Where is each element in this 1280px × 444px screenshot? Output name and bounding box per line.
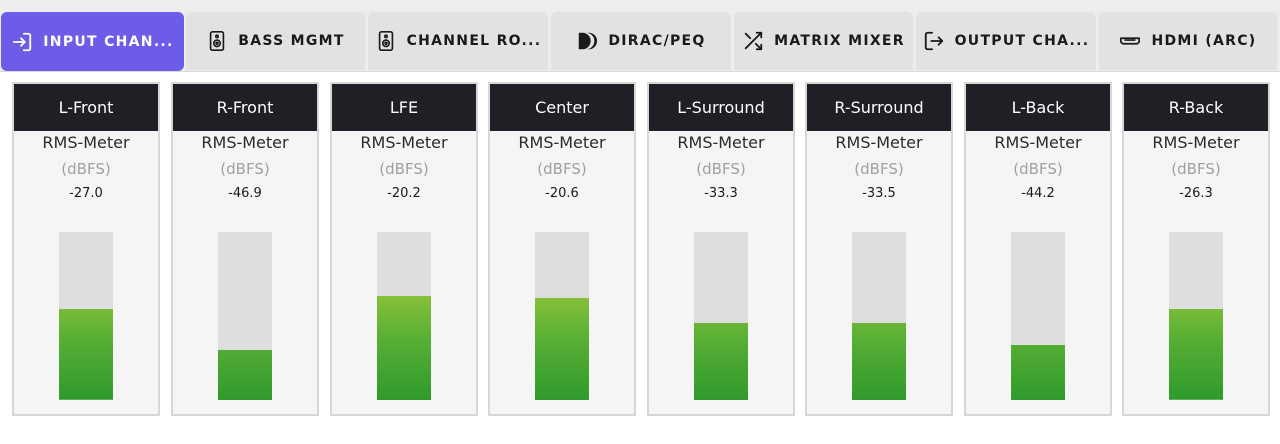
tab-label: OUTPUT CHA...	[954, 33, 1090, 49]
tab-label: HDMI (ARC)	[1151, 33, 1257, 49]
level-bar-fill	[1011, 344, 1065, 400]
speaker-icon	[206, 30, 228, 52]
channel-meter-r-back: R-Back RMS-Meter (dBFS) -26.3	[1122, 82, 1270, 416]
level-bar	[377, 232, 431, 400]
meter-title: RMS-Meter	[994, 133, 1082, 152]
meter-title: RMS-Meter	[518, 133, 606, 152]
meter-value: -20.6	[545, 186, 579, 201]
level-bar-fill	[59, 309, 113, 400]
channel-name: L-Back	[966, 84, 1110, 131]
level-bar-fill	[852, 322, 906, 400]
channel-name: Center	[490, 84, 634, 131]
tab-hdmi-arc[interactable]: HDMI (ARC)	[1099, 12, 1277, 70]
channel-meter-lfe: LFE RMS-Meter (dBFS) -20.2	[330, 82, 478, 416]
tab-dirac-peq[interactable]: DIRAC/PEQ	[551, 12, 731, 70]
speaker-icon	[375, 30, 397, 52]
level-bar	[535, 232, 589, 400]
tab-label: CHANNEL RO...	[406, 33, 542, 49]
meter-unit: (dBFS)	[537, 160, 587, 178]
level-bar	[59, 232, 113, 400]
meter-value: -46.9	[228, 186, 262, 201]
output-icon	[923, 30, 945, 52]
level-bar-fill	[694, 322, 748, 400]
tab-input-channels[interactable]: INPUT CHAN...	[1, 12, 184, 71]
meter-unit: (dBFS)	[61, 160, 111, 178]
channel-meter-r-front: R-Front RMS-Meter (dBFS) -46.9	[171, 82, 319, 416]
tab-label: INPUT CHAN...	[43, 33, 174, 50]
meter-title: RMS-Meter	[677, 133, 765, 152]
channel-name: R-Back	[1124, 84, 1268, 131]
meter-title: RMS-Meter	[360, 133, 448, 152]
tab-output-channels[interactable]: OUTPUT CHA...	[916, 12, 1096, 70]
meter-unit: (dBFS)	[379, 160, 429, 178]
level-bar	[852, 232, 906, 400]
channel-name: LFE	[332, 84, 476, 131]
meter-value: -44.2	[1021, 186, 1055, 201]
channel-name: R-Front	[173, 84, 317, 131]
meter-unit: (dBFS)	[1171, 160, 1221, 178]
meter-value: -33.3	[704, 186, 738, 201]
meter-title: RMS-Meter	[835, 133, 923, 152]
channel-meter-r-surround: R-Surround RMS-Meter (dBFS) -33.5	[805, 82, 953, 416]
hdmi-icon	[1119, 30, 1141, 52]
channel-meter-l-surround: L-Surround RMS-Meter (dBFS) -33.3	[647, 82, 795, 416]
channel-meter-l-front: L-Front RMS-Meter (dBFS) -27.0	[12, 82, 160, 416]
meter-value: -26.3	[1179, 186, 1213, 201]
meter-unit: (dBFS)	[220, 160, 270, 178]
meter-value: -20.2	[387, 186, 421, 201]
tab-label: MATRIX MIXER	[774, 33, 905, 49]
tab-matrix-mixer[interactable]: MATRIX MIXER	[734, 12, 913, 70]
level-bar	[218, 232, 272, 400]
meter-value: -27.0	[69, 186, 103, 201]
meter-title: RMS-Meter	[1152, 133, 1240, 152]
shuffle-icon	[742, 30, 764, 52]
level-bar-fill	[1169, 309, 1223, 400]
tab-label: BASS MGMT	[238, 33, 345, 49]
channel-name: L-Front	[14, 84, 158, 131]
level-bar-fill	[377, 295, 431, 400]
channel-name: L-Surround	[649, 84, 793, 131]
channel-meter-center: Center RMS-Meter (dBFS) -20.6	[488, 82, 636, 416]
tab-label: DIRAC/PEQ	[608, 33, 706, 49]
input-icon	[11, 31, 33, 53]
meter-value: -33.5	[862, 186, 896, 201]
level-bar	[1011, 232, 1065, 400]
channel-name: R-Surround	[807, 84, 951, 131]
level-bar	[1169, 232, 1223, 400]
meter-title: RMS-Meter	[42, 133, 130, 152]
tab-bass-management[interactable]: BASS MGMT	[186, 12, 365, 70]
tab-channel-routing[interactable]: CHANNEL RO...	[368, 12, 548, 70]
channel-meter-l-back: L-Back RMS-Meter (dBFS) -44.2	[964, 82, 1112, 416]
level-bar-fill	[218, 349, 272, 400]
meter-unit: (dBFS)	[1013, 160, 1063, 178]
meter-title: RMS-Meter	[201, 133, 289, 152]
tab-bar: INPUT CHAN... BASS MGMT CHANNEL RO... DI…	[0, 0, 1280, 72]
level-bar	[694, 232, 748, 400]
meter-unit: (dBFS)	[854, 160, 904, 178]
meter-unit: (dBFS)	[696, 160, 746, 178]
dirac-logo-icon	[576, 30, 598, 52]
level-bar-fill	[535, 297, 589, 400]
